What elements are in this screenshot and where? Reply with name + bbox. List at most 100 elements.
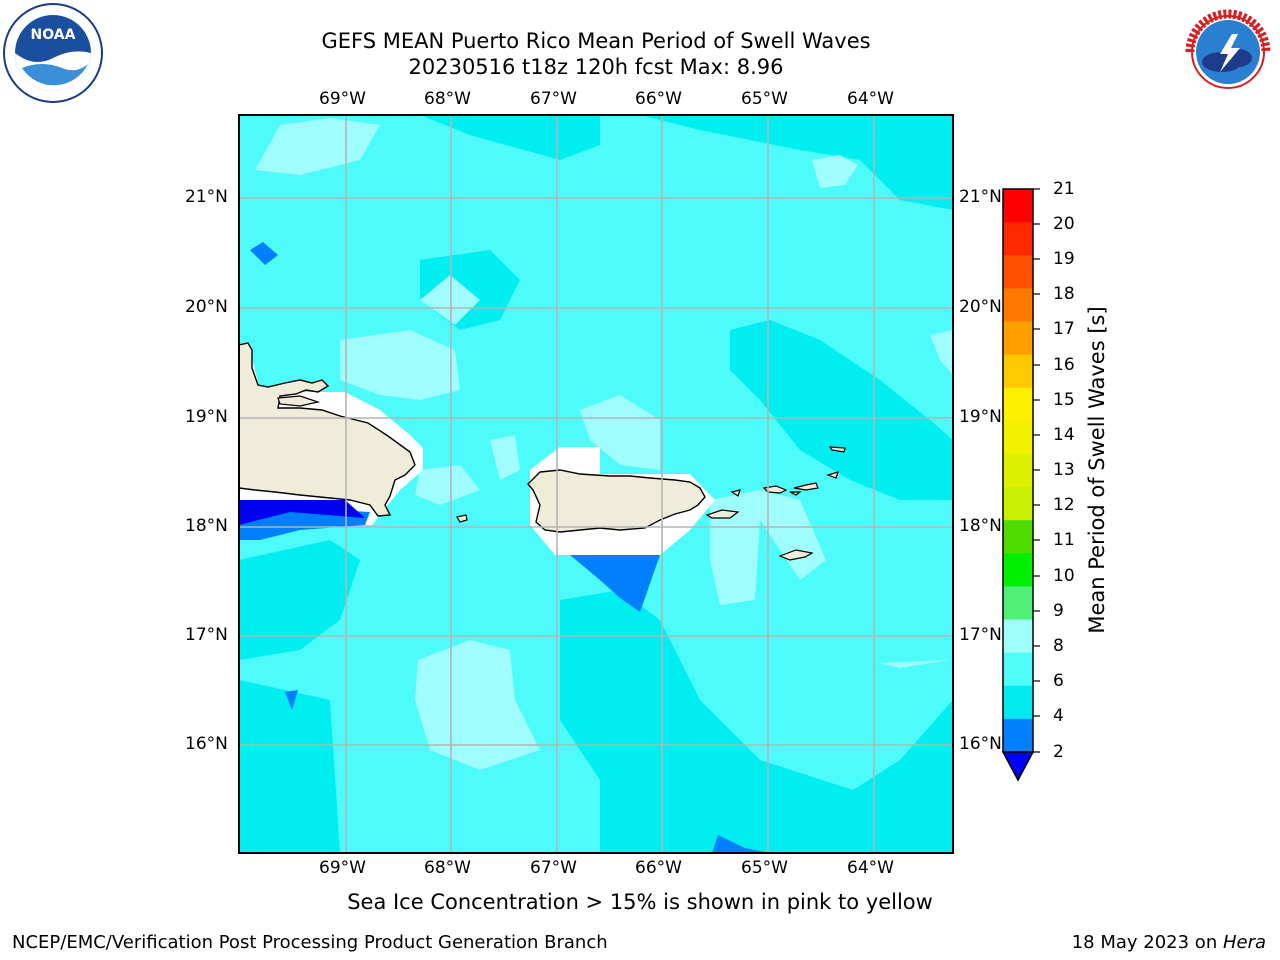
colorbar-segment <box>1003 387 1033 422</box>
lon-label-bottom: 66°W <box>635 858 682 878</box>
lat-label-right: 19°N <box>959 407 1002 427</box>
lat-label-right: 18°N <box>959 516 1002 536</box>
lon-label-bottom: 69°W <box>319 858 366 878</box>
footer-host: Hera <box>1222 932 1266 953</box>
colorbar-title: Mean Period of Swell Waves [s] <box>1085 306 1109 634</box>
colorbar-tick-label: 8 <box>1053 636 1064 656</box>
colorbar-tick-label: 20 <box>1053 214 1075 234</box>
colorbar-tick-label: 12 <box>1053 495 1075 515</box>
colorbar-ticks <box>1033 188 1040 753</box>
lon-label-top: 69°W <box>319 89 366 109</box>
contour-8-9-north <box>255 118 380 175</box>
contour-4-6-south <box>239 590 953 853</box>
lon-label-top: 65°W <box>741 89 788 109</box>
lon-label-top: 68°W <box>424 89 471 109</box>
colorbar-tick-label: 16 <box>1053 355 1075 375</box>
colorbar-tick-label: 2 <box>1053 742 1064 762</box>
contour-2-4-pr-south <box>570 555 660 612</box>
colorbar-segment <box>1003 189 1033 223</box>
colorbar-segment <box>1003 321 1033 356</box>
colorbar-tick-label: 4 <box>1053 706 1064 726</box>
contour-4-6-north <box>239 115 953 210</box>
sea-ice-note: Sea Ice Concentration > 15% is shown in … <box>347 890 933 914</box>
hispaniola-gonave <box>277 395 321 407</box>
footer-date: 18 May 2023 on Hera <box>1072 932 1266 953</box>
mona-island <box>456 514 468 523</box>
vieques-island <box>705 509 740 519</box>
colorbar-tick-label: 19 <box>1053 249 1075 269</box>
colorbar-segment <box>1003 288 1033 322</box>
noaa-logo: NOAA <box>2 2 104 104</box>
nws-logo <box>1176 0 1280 104</box>
chart-subtitle: 20230516 t18z 120h fcst Max: 8.96 <box>408 55 784 79</box>
lat-label-left: 20°N <box>185 297 228 317</box>
lon-label-top: 67°W <box>530 89 577 109</box>
virgin-islands <box>730 446 846 497</box>
lon-label-bottom: 64°W <box>847 858 894 878</box>
contour-8-9-east <box>710 490 826 605</box>
colorbar-segment <box>1003 685 1033 720</box>
lat-label-right: 20°N <box>959 297 1002 317</box>
lon-label-top: 64°W <box>847 89 894 109</box>
colorbar-tick-label: 18 <box>1053 284 1075 304</box>
lon-label-top: 66°W <box>635 89 682 109</box>
puerto-rico-land <box>527 469 706 533</box>
lat-label-right: 21°N <box>959 187 1002 207</box>
colorbar-extend-arrow <box>1001 751 1035 782</box>
colorbar-tick-label: 15 <box>1053 390 1075 410</box>
noaa-logo-text: NOAA <box>31 27 76 43</box>
colorbar-tick-label: 11 <box>1053 530 1075 550</box>
contour-2-4-spot-w <box>250 242 278 265</box>
contour-8-9-eastedge <box>880 330 953 668</box>
colorbar-tick-label: 9 <box>1053 601 1064 621</box>
lat-label-left: 16°N <box>185 734 228 754</box>
contour-8-9-center <box>340 275 480 400</box>
contour-2-4-spot-sw <box>285 690 298 710</box>
contour-8-9-pr-north <box>580 395 660 470</box>
contour-2-4-spot-se <box>712 835 770 853</box>
colorbar-segment <box>1003 354 1033 389</box>
colorbar-tick-label: 13 <box>1053 460 1075 480</box>
lat-label-left: 19°N <box>185 407 228 427</box>
map-frame <box>238 114 954 854</box>
lat-label-right: 16°N <box>959 734 1002 754</box>
lon-label-bottom: 68°W <box>424 858 471 878</box>
footer-credit: NCEP/EMC/Verification Post Processing Pr… <box>12 932 608 953</box>
colorbar-segment <box>1003 255 1033 289</box>
swell-period-field <box>239 115 953 853</box>
lat-label-left: 17°N <box>185 625 228 645</box>
colorbar-segment <box>1003 222 1033 256</box>
map-gridlines <box>239 115 953 853</box>
colorbar <box>1003 189 1033 753</box>
colorbar-segment <box>1003 453 1033 488</box>
footer-date-text: 18 May 2023 on <box>1071 932 1223 953</box>
contour-8-9-ne <box>812 155 858 188</box>
lon-label-bottom: 65°W <box>741 858 788 878</box>
chart-title: GEFS MEAN Puerto Rico Mean Period of Swe… <box>321 29 871 53</box>
colorbar-tick-label: 6 <box>1053 671 1064 691</box>
colorbar-segment <box>1003 487 1033 521</box>
contour-8-9-southcenter <box>415 640 540 770</box>
contour-8-9-pr-west <box>415 435 520 505</box>
lat-label-left: 21°N <box>185 187 228 207</box>
colorbar-tick-label: 14 <box>1053 425 1075 445</box>
st-croix-island <box>778 549 814 561</box>
colorbar-tick-label: 21 <box>1053 179 1075 199</box>
lon-label-bottom: 67°W <box>530 858 577 878</box>
lat-label-right: 17°N <box>959 625 1002 645</box>
colorbar-segment <box>1003 553 1033 587</box>
colorbar-segment <box>1003 652 1033 687</box>
colorbar-segment <box>1003 619 1033 654</box>
colorbar-segment <box>1003 718 1033 753</box>
colorbar-tick-label: 17 <box>1053 319 1075 339</box>
colorbar-segment <box>1003 520 1033 554</box>
colorbar-segment <box>1003 420 1033 455</box>
colorbar-segment <box>1003 586 1033 621</box>
contour-below-2-hispaniola <box>239 500 365 525</box>
colorbar-tick-label: 10 <box>1053 566 1075 586</box>
hispaniola-land <box>239 342 416 517</box>
lat-label-left: 18°N <box>185 516 228 536</box>
contour-4-6-west <box>239 540 360 660</box>
contour-4-6-east <box>730 320 953 500</box>
